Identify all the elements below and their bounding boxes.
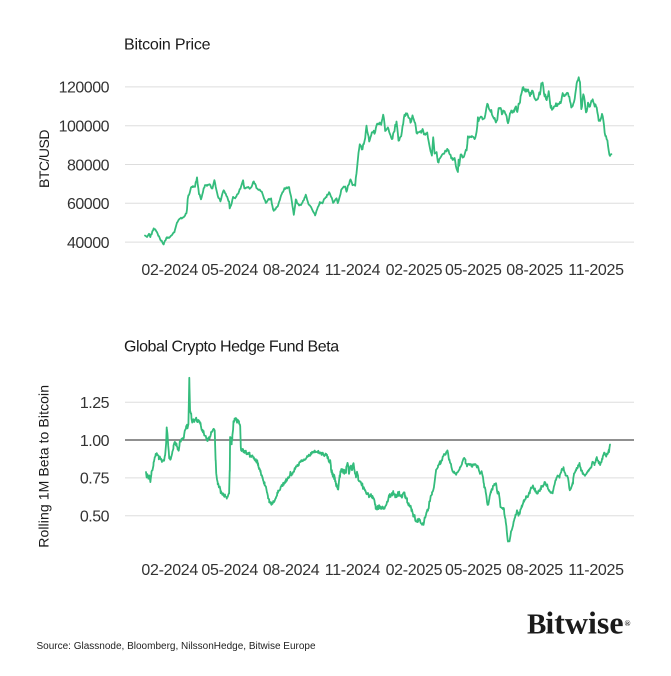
svg-text:40000: 40000: [67, 235, 110, 252]
svg-text:0.50: 0.50: [80, 509, 110, 526]
svg-text:Bitcoin Price: Bitcoin Price: [124, 36, 211, 53]
svg-text:1.00: 1.00: [80, 433, 110, 450]
svg-text:08-2025: 08-2025: [506, 562, 563, 579]
svg-text:08-2025: 08-2025: [506, 262, 563, 279]
svg-text:05-2024: 05-2024: [201, 562, 258, 579]
svg-text:®: ®: [625, 619, 631, 628]
svg-text:100000: 100000: [59, 118, 110, 135]
svg-text:0.75: 0.75: [80, 471, 110, 488]
svg-text:Rolling 1M Beta to Bitcoin: Rolling 1M Beta to Bitcoin: [36, 385, 52, 548]
svg-text:08-2024: 08-2024: [263, 262, 320, 279]
svg-text:11-2024: 11-2024: [325, 562, 381, 579]
svg-text:02-2024: 02-2024: [141, 262, 198, 279]
svg-text:05-2025: 05-2025: [445, 262, 502, 279]
svg-text:05-2025: 05-2025: [445, 562, 502, 579]
svg-text:120000: 120000: [59, 80, 110, 97]
svg-text:1.25: 1.25: [80, 395, 110, 412]
svg-text:02-2025: 02-2025: [386, 262, 443, 279]
svg-text:Source: Glassnode, Bloomberg,: Source: Glassnode, Bloomberg, NilssonHed…: [37, 641, 316, 652]
svg-text:11-2025: 11-2025: [568, 562, 624, 579]
svg-text:08-2024: 08-2024: [263, 562, 320, 579]
svg-text:Global Crypto Hedge Fund Beta: Global Crypto Hedge Fund Beta: [124, 339, 339, 356]
svg-text:Bitwise: Bitwise: [527, 605, 624, 641]
svg-text:02-2025: 02-2025: [386, 562, 443, 579]
svg-text:05-2024: 05-2024: [201, 262, 258, 279]
svg-text:11-2025: 11-2025: [568, 262, 624, 279]
svg-text:BTC/USD: BTC/USD: [36, 130, 52, 188]
svg-text:02-2024: 02-2024: [141, 562, 198, 579]
svg-text:80000: 80000: [67, 157, 110, 174]
svg-text:11-2024: 11-2024: [325, 262, 381, 279]
svg-text:60000: 60000: [67, 196, 110, 213]
